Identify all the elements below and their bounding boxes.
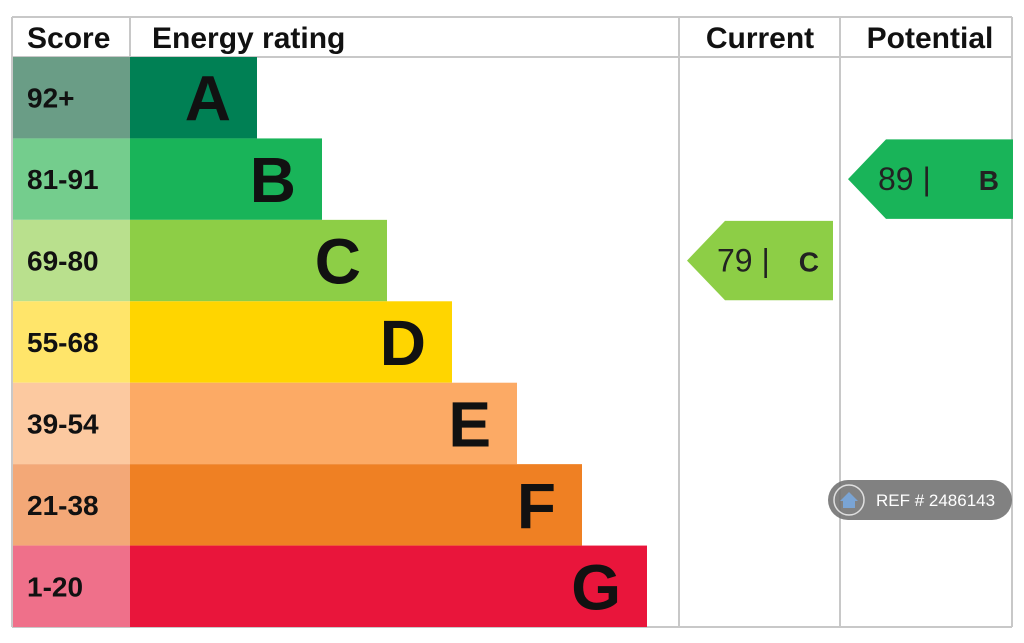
current-arrow	[687, 220, 833, 301]
score-cell	[13, 382, 130, 465]
score-range-label: 1-20	[27, 571, 83, 602]
score-range-label: 81-91	[27, 164, 99, 195]
rating-arrows: 79 | C 89 | B	[687, 139, 1013, 301]
rating-letter: B	[250, 144, 296, 216]
current-score-label: 79 |	[717, 243, 770, 279]
rating-bar	[130, 301, 452, 383]
rating-bar	[130, 57, 257, 139]
rating-letter: A	[185, 63, 231, 135]
rating-bar	[130, 545, 647, 627]
ref-watermark: REF # 2486143	[828, 480, 1012, 520]
potential-score-label: 89 |	[878, 161, 931, 197]
ref-badge	[828, 480, 1012, 520]
score-cell	[13, 138, 130, 220]
rating-letter: C	[315, 226, 361, 298]
score-range-label: 55-68	[27, 327, 99, 358]
score-cell	[13, 464, 130, 546]
rating-letter: F	[517, 470, 556, 542]
rating-bar	[130, 382, 517, 465]
rating-bar	[130, 138, 322, 220]
score-cell	[13, 301, 130, 383]
rating-letter: G	[571, 551, 621, 623]
rating-letter: E	[448, 388, 491, 460]
ref-text: REF # 2486143	[876, 491, 995, 510]
score-cell	[13, 57, 130, 139]
potential-header: Potential	[867, 22, 994, 55]
potential-band-letter: B	[979, 165, 999, 196]
score-range-label: 92+	[27, 83, 75, 114]
home-icon	[833, 484, 865, 516]
current-header: Current	[706, 22, 814, 55]
rating-letter: D	[380, 307, 426, 379]
rating-bar	[130, 219, 387, 302]
score-header: Score	[27, 22, 110, 55]
score-cell	[13, 219, 130, 302]
current-band-letter: C	[799, 247, 819, 278]
rating-bands: 92+ A 81-91 B 69-80 C 55-68 D 39-54 E 21-38 F 1-20 G	[13, 57, 647, 627]
energy-rating-header: Energy rating	[152, 22, 345, 55]
potential-arrow	[848, 139, 1013, 219]
rating-bar	[130, 464, 582, 546]
score-range-label: 21-38	[27, 490, 99, 521]
score-range-label: 69-80	[27, 246, 99, 277]
score-cell	[13, 545, 130, 627]
score-range-label: 39-54	[27, 408, 99, 439]
